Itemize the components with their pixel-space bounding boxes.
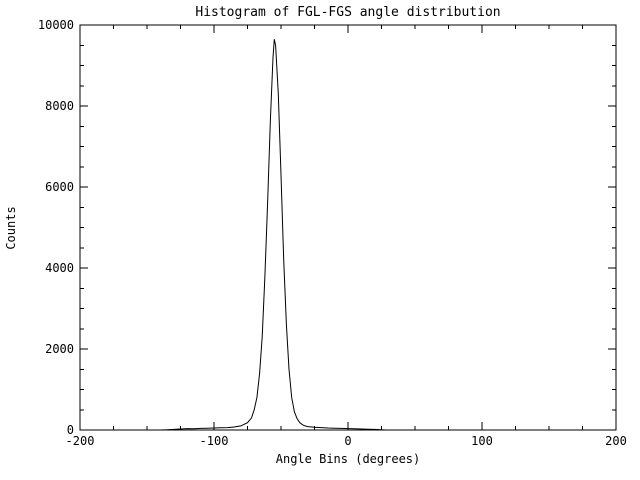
y-tick-label: 6000 <box>45 180 74 194</box>
axes-box <box>79 24 617 431</box>
chart-title: Histogram of FGL-FGS angle distribution <box>195 5 500 20</box>
x-axis-label: Angle Bins (degrees) <box>276 452 421 466</box>
y-tick-label: 0 <box>67 423 74 437</box>
x-tick-label: 200 <box>605 434 627 448</box>
y-axis-label: Counts <box>4 206 18 249</box>
histogram-curve <box>80 39 616 431</box>
y-tick-label: 8000 <box>45 99 74 113</box>
y-tick-label: 2000 <box>45 342 74 356</box>
histogram-line <box>80 39 616 431</box>
y-tick-label: 10000 <box>38 18 74 32</box>
y-tick-label: 4000 <box>45 261 74 275</box>
x-tick-label: -200 <box>66 434 95 448</box>
x-tick-label: -100 <box>200 434 229 448</box>
plot-border <box>79 24 617 431</box>
x-tick-label: 100 <box>471 434 493 448</box>
x-tick-label: 0 <box>344 434 351 448</box>
